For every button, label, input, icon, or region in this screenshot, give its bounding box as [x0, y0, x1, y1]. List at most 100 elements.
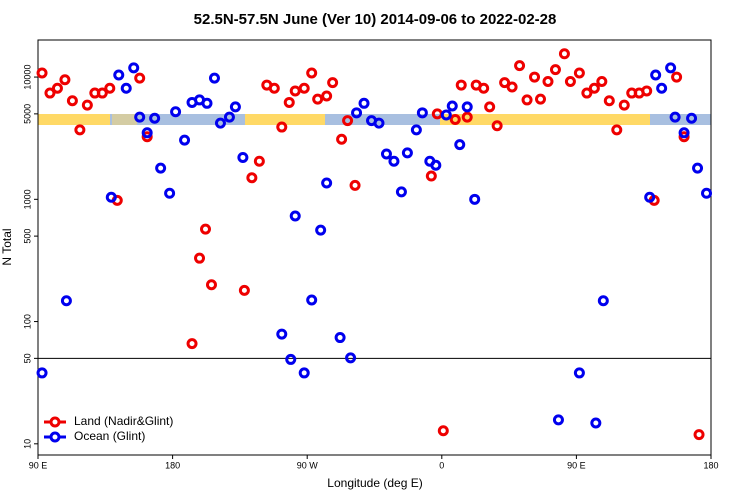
chart-title: 52.5N-57.5N June (Ver 10) 2014-09-06 to … — [194, 11, 557, 28]
point — [440, 109, 452, 121]
point — [246, 172, 258, 184]
point — [306, 294, 318, 306]
point — [380, 148, 392, 160]
point — [315, 224, 327, 236]
point — [430, 159, 442, 171]
point — [692, 162, 704, 174]
point — [36, 367, 48, 379]
point — [60, 295, 72, 307]
point — [214, 117, 226, 129]
point — [205, 279, 217, 291]
point — [618, 99, 630, 111]
point — [276, 121, 288, 133]
land-strip — [245, 114, 325, 125]
point — [134, 111, 146, 123]
point — [268, 82, 280, 94]
point — [573, 367, 585, 379]
point — [289, 85, 301, 97]
point — [478, 82, 490, 94]
point — [186, 338, 198, 350]
point — [461, 101, 473, 113]
point — [644, 191, 656, 203]
point — [693, 429, 705, 441]
point — [321, 177, 333, 189]
point — [208, 72, 220, 84]
point — [283, 96, 295, 108]
point — [529, 71, 541, 83]
point — [327, 77, 339, 89]
point — [105, 191, 117, 203]
point — [455, 79, 467, 91]
point — [669, 111, 681, 123]
point — [499, 77, 511, 89]
point — [395, 186, 407, 198]
point — [312, 93, 324, 105]
point — [446, 100, 458, 112]
point — [194, 252, 206, 264]
legend-label: Ocean (Glint) — [74, 429, 145, 443]
point — [449, 113, 461, 125]
point — [134, 72, 146, 84]
plot-frame — [37, 39, 712, 456]
point — [552, 414, 564, 426]
point — [514, 60, 526, 72]
y-tick-label: 10000 — [22, 65, 32, 90]
point — [336, 133, 348, 145]
point — [298, 82, 310, 94]
point — [253, 155, 265, 167]
point — [431, 108, 443, 120]
point — [454, 139, 466, 151]
point — [44, 87, 56, 99]
point — [285, 353, 297, 365]
point — [120, 82, 132, 94]
x-tick-label: 180 — [703, 460, 718, 470]
point — [461, 111, 473, 123]
point — [410, 124, 422, 136]
point — [506, 81, 518, 93]
point — [437, 425, 449, 437]
point — [200, 223, 212, 235]
point — [597, 295, 609, 307]
point — [334, 332, 346, 344]
point — [164, 187, 176, 199]
point — [237, 151, 249, 163]
point — [596, 75, 608, 87]
x-tick-label: 90 E — [29, 460, 48, 470]
y-axis-title: N Total — [0, 228, 14, 265]
x-tick-label: 90 W — [297, 460, 319, 470]
point — [351, 107, 363, 119]
legend-marker — [49, 416, 61, 428]
y-tick-label: 5000 — [22, 104, 32, 124]
y-tick-label: 500 — [22, 229, 32, 244]
point — [425, 170, 437, 182]
point — [373, 117, 385, 129]
point — [558, 48, 570, 60]
point — [149, 112, 161, 124]
point — [590, 417, 602, 429]
point — [650, 69, 662, 81]
point — [641, 85, 653, 97]
point — [535, 93, 547, 105]
point — [238, 284, 250, 296]
x-tick-label: 180 — [165, 460, 180, 470]
point — [388, 155, 400, 167]
ocean-strip — [110, 114, 245, 125]
point — [469, 193, 481, 205]
point — [416, 107, 428, 119]
y-tick-label: 100 — [22, 314, 32, 329]
point — [104, 82, 116, 94]
point — [686, 112, 698, 124]
point — [51, 82, 63, 94]
y-tick-label: 50 — [22, 353, 32, 363]
point — [678, 131, 690, 143]
point — [96, 87, 108, 99]
point — [81, 99, 93, 111]
point — [349, 179, 361, 191]
legend-label: Land (Nadir&Glint) — [74, 414, 173, 428]
point — [306, 67, 318, 79]
point — [59, 74, 71, 86]
x-tick-label: 90 E — [567, 460, 586, 470]
point — [345, 352, 357, 364]
point — [229, 101, 241, 113]
